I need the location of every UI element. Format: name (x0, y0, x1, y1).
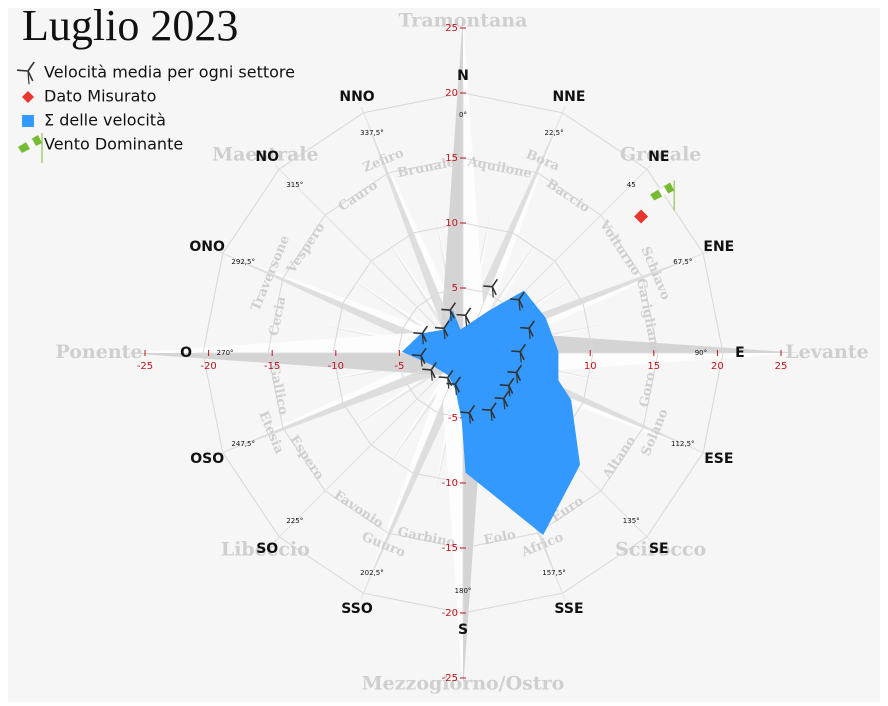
direction-label: N (457, 68, 469, 84)
turbine-blade (460, 412, 469, 413)
direction-label: ESE (704, 451, 733, 467)
direction-label: ONO (189, 239, 225, 255)
x-tick-label: -10 (328, 361, 344, 372)
legend-label: Velocità media per ogni settore (44, 63, 295, 82)
turbine-blade (482, 410, 491, 411)
y-tick-label: 20 (445, 88, 458, 99)
wind-name: Mezzogiorno/Ostro (362, 673, 565, 695)
turbine-blade (441, 309, 450, 310)
direction-label: OSO (190, 451, 224, 467)
x-tick-label: 15 (647, 361, 660, 372)
degree-label: 0° (459, 111, 467, 119)
y-tick-label: -5 (448, 413, 458, 424)
degree-label: 315° (286, 181, 303, 189)
y-tick-label: -25 (442, 673, 458, 684)
legend-label: Σ delle velocità (44, 111, 166, 130)
turbine-blade (422, 369, 431, 370)
y-tick-label: -15 (442, 543, 458, 554)
degree-label: 157,5° (542, 569, 566, 577)
degree-label: 292,5° (231, 258, 255, 266)
direction-label: S (458, 622, 468, 638)
direction-label: NNE (552, 89, 585, 105)
turbine-blade (413, 333, 422, 334)
x-tick-label: -15 (264, 361, 280, 372)
chart-title: Luglio 2023 (22, 1, 238, 50)
direction-label: O (180, 345, 192, 361)
direction-label: SSE (554, 601, 583, 617)
turbine-blade (446, 384, 455, 385)
turbine-blade (439, 377, 448, 378)
x-tick-label: -25 (137, 361, 153, 372)
wind-name: Levante (785, 341, 868, 363)
turbine-blade (507, 372, 516, 373)
y-tick-label: 25 (445, 23, 458, 34)
degree-label: 45 (627, 181, 636, 189)
legend-label: Vento Dominante (44, 135, 183, 154)
degree-label: 202,5° (360, 569, 384, 577)
direction-label: SE (649, 541, 669, 557)
x-tick-label: 25 (775, 361, 788, 372)
direction-label: SSO (341, 601, 373, 617)
degree-label: 247,5° (231, 440, 255, 448)
degree-label: 112,5° (671, 440, 695, 448)
page: {"chart_data": { "type": "wind-rose", "t… (0, 0, 888, 706)
degree-label: 180° (455, 587, 472, 595)
turbine-blade (510, 299, 519, 300)
degree-label: 135° (623, 517, 640, 525)
degree-label: 337,5° (360, 129, 384, 137)
turbine-blade (495, 398, 504, 399)
x-tick-label: 20 (711, 361, 724, 372)
degree-label: 22,5° (544, 129, 563, 137)
direction-label: NO (255, 149, 279, 165)
degree-label: 67,5° (673, 258, 692, 266)
x-tick-label: -20 (200, 361, 216, 372)
turbine-blade (500, 385, 509, 386)
turbine-blade (483, 286, 492, 287)
y-tick-label: 10 (445, 218, 458, 229)
degree-label: 90° (695, 349, 707, 357)
y-tick-label: 15 (445, 153, 458, 164)
y-tick-label: -20 (442, 608, 458, 619)
turbine-blade (520, 328, 529, 329)
direction-label: NNO (339, 89, 374, 105)
y-tick-label: -10 (442, 478, 458, 489)
y-tick-label: 5 (452, 283, 458, 294)
turbine-blade (511, 351, 520, 352)
degree-label: 225° (286, 517, 303, 525)
turbine-blade (17, 70, 28, 71)
legend-square (22, 115, 34, 127)
turbine-blade (457, 315, 466, 316)
turbine-blade (435, 328, 444, 329)
x-tick-label: 10 (584, 361, 597, 372)
direction-label: ENE (703, 239, 734, 255)
x-tick-label: -5 (394, 361, 404, 372)
legend-swatch (22, 115, 34, 127)
direction-label: E (735, 345, 745, 361)
direction-label: NE (648, 149, 669, 165)
wind-name: Ponente (55, 341, 142, 363)
legend-label: Dato Misurato (44, 87, 156, 106)
turbine-blade (412, 355, 421, 356)
degree-label: 270° (217, 349, 234, 357)
direction-label: SO (256, 541, 278, 557)
chart: TramontanaGrecaleLevanteSciroccoMezzogio… (0, 0, 888, 702)
